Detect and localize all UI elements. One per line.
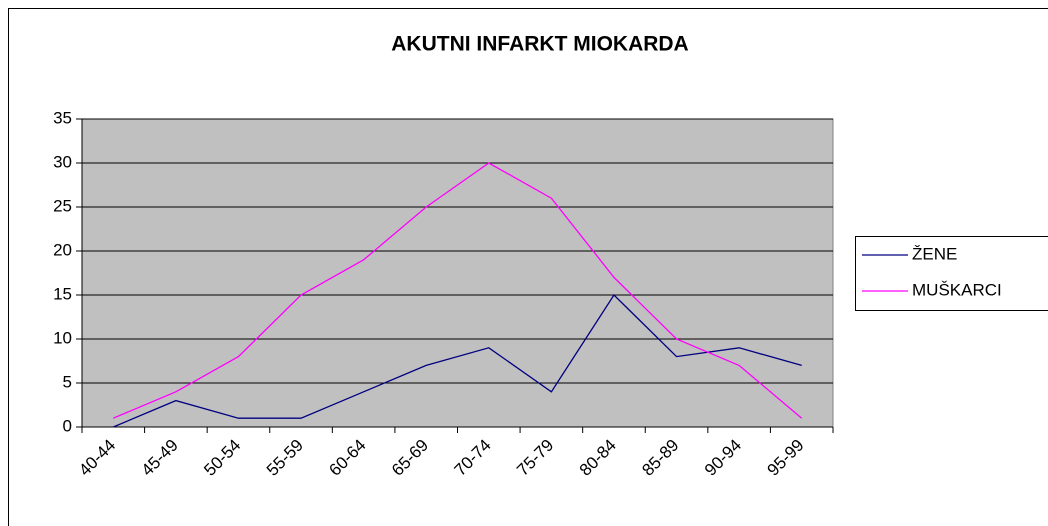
y-tick-label: 30 (53, 152, 72, 171)
series-line (113, 293, 802, 428)
y-tick-label: 20 (53, 240, 72, 259)
legend-label: ŽENE (912, 244, 957, 263)
y-tick-label: 25 (53, 196, 72, 215)
y-tick-label: 5 (63, 372, 72, 391)
chart-title: AKUTNI INFARKT MIOKARDA (391, 33, 688, 56)
series-line (113, 162, 803, 419)
y-tick-label: 15 (53, 284, 72, 303)
y-tick-label: 10 (53, 328, 72, 347)
plot-area (81, 118, 834, 428)
y-tick-label: 0 (63, 416, 72, 435)
legend-box (855, 236, 1048, 311)
legend-label: MUŠKARCI (912, 280, 1002, 299)
y-tick-label: 35 (53, 108, 72, 127)
